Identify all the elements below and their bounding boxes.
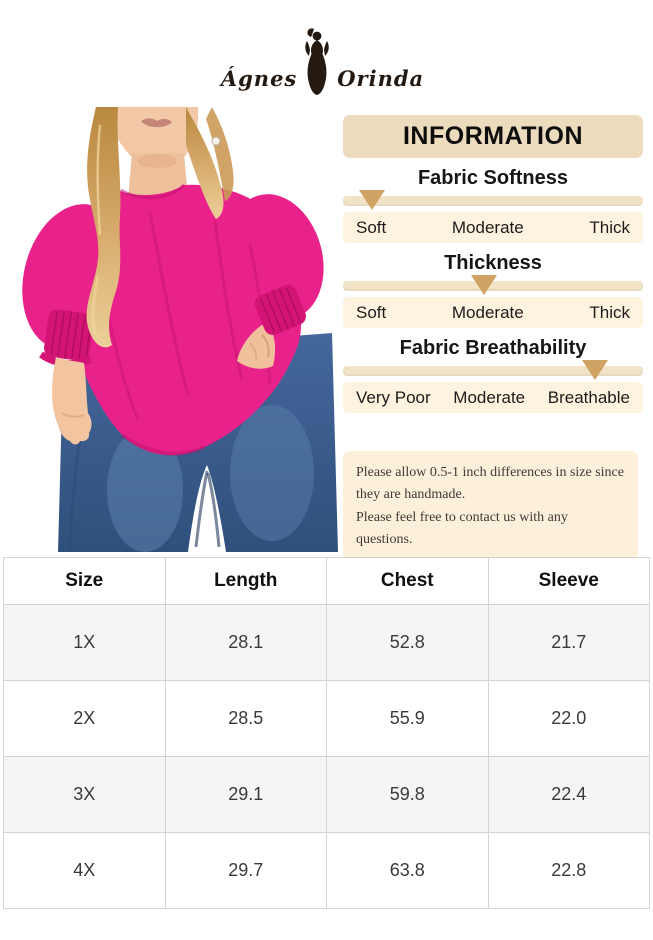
model-left-hand [52, 357, 92, 445]
brand-name-right: Orinda [337, 66, 425, 91]
cell-size: 2X [3, 680, 166, 757]
col-header-size: Size [3, 557, 166, 605]
rating-label-low: Soft [356, 217, 387, 237]
rating-label-mid: Moderate [451, 302, 524, 322]
section-fabric-softness: Fabric Softness Soft Moderate Thick [343, 166, 643, 243]
hand-in-pocket [237, 325, 276, 369]
information-header: INFORMATION [343, 115, 643, 158]
blonde-hair [86, 107, 234, 348]
cell-size: 4X [3, 832, 166, 909]
cell-size: 1X [3, 604, 166, 681]
section-fabric-breathability: Fabric Breathability Very Poor Moderate … [343, 336, 643, 413]
section-thickness: Thickness Soft Moderate Thick [343, 251, 643, 328]
table-row: 3X 29.1 59.8 22.4 [3, 756, 650, 833]
section-title: Fabric Breathability [399, 337, 587, 359]
table-row: 4X 29.7 63.8 22.8 [3, 832, 650, 909]
section-title: Thickness [444, 252, 542, 274]
cell-sleeve: 22.0 [487, 680, 650, 757]
model-face [108, 107, 199, 199]
cell-chest: 59.8 [326, 756, 489, 833]
rating-marker-triangle-icon [581, 360, 608, 380]
rating-track [343, 275, 643, 295]
rating-marker-triangle-icon [359, 190, 386, 210]
table-header-row: Size Length Chest Sleeve [3, 557, 650, 605]
rating-bar [343, 366, 643, 374]
rating-marker-triangle-icon [471, 275, 497, 295]
cell-sleeve: 21.7 [487, 604, 650, 681]
rating-labels: Soft Moderate Thick [343, 212, 643, 243]
col-header-length: Length [164, 557, 327, 605]
rating-track [343, 360, 643, 380]
information-panel: INFORMATION Fabric Softness Soft Moderat… [343, 115, 643, 563]
cell-length: 29.1 [164, 756, 327, 833]
cell-size: 3X [3, 756, 166, 833]
rating-labels: Soft Moderate Thick [343, 297, 643, 328]
cell-chest: 55.9 [326, 680, 489, 757]
rating-label-low: Soft [356, 302, 387, 322]
rating-label-high: Breathable [547, 387, 630, 407]
table-row: 2X 28.5 55.9 22.0 [3, 680, 650, 757]
note-line: Please allow 0.5-1 inch differences in s… [356, 465, 624, 503]
col-header-chest: Chest [326, 557, 489, 605]
rating-labels: Very Poor Moderate Breathable [343, 382, 643, 413]
cell-length: 29.7 [164, 832, 327, 909]
rating-label-mid: Moderate [453, 387, 526, 407]
curvy-woman-silhouette-icon [300, 28, 334, 96]
rating-track [343, 190, 643, 210]
brand-name-left: Ágnes [220, 66, 298, 91]
note-line: Please feel free to contact us with any … [356, 509, 568, 548]
rating-label-low: Very Poor [356, 387, 431, 407]
section-title: Fabric Softness [417, 167, 569, 189]
rating-label-high: Thick [589, 217, 630, 237]
rating-label-high: Thick [589, 302, 630, 322]
cell-chest: 63.8 [326, 832, 489, 909]
table-row: 1X 28.1 52.8 21.7 [3, 604, 650, 681]
size-chart-table: Size Length Chest Sleeve 1X 28.1 52.8 21… [3, 557, 650, 909]
rating-bar [343, 196, 643, 204]
handmade-note: Please allow 0.5-1 inch differences in s… [343, 451, 638, 563]
cell-sleeve: 22.4 [487, 756, 650, 833]
cell-length: 28.1 [164, 604, 327, 681]
brand-logo: Ágnes Orinda [221, 28, 423, 96]
smocked-cuff-right [254, 284, 306, 335]
cell-chest: 52.8 [326, 604, 489, 681]
cell-sleeve: 22.8 [487, 832, 650, 909]
rating-label-mid: Moderate [451, 217, 524, 237]
cell-length: 28.5 [164, 680, 327, 757]
model-in-pink-blouse-and-jeans-photo [0, 95, 345, 552]
pearl-earring [211, 136, 221, 146]
col-header-sleeve: Sleeve [487, 557, 650, 605]
